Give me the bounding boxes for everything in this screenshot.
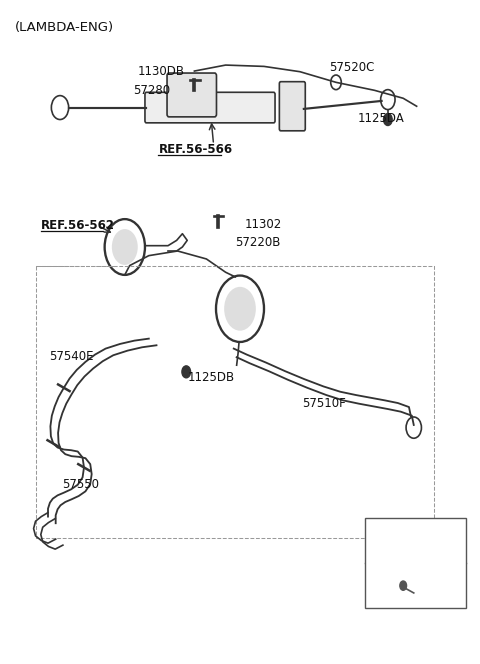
Text: 1125KD: 1125KD — [392, 540, 439, 553]
Circle shape — [182, 366, 191, 378]
Text: 1130DB: 1130DB — [138, 64, 185, 78]
Bar — [365, 518, 466, 608]
Circle shape — [224, 287, 256, 331]
Text: 57540E: 57540E — [49, 350, 94, 363]
FancyBboxPatch shape — [167, 73, 216, 117]
Text: 1125DB: 1125DB — [187, 371, 234, 384]
Circle shape — [400, 581, 407, 590]
Text: 57220B: 57220B — [235, 236, 281, 249]
Text: 11302: 11302 — [245, 218, 282, 231]
Text: REF.56-566: REF.56-566 — [158, 143, 232, 156]
Text: REF.56-562: REF.56-562 — [41, 219, 115, 232]
Text: 57510F: 57510F — [302, 396, 346, 410]
Text: 57520C: 57520C — [329, 61, 374, 74]
FancyBboxPatch shape — [279, 82, 305, 131]
Text: 57550: 57550 — [62, 478, 99, 491]
Circle shape — [112, 229, 138, 265]
Text: 57280: 57280 — [133, 84, 170, 98]
Text: 1125DA: 1125DA — [358, 112, 404, 125]
Circle shape — [384, 114, 392, 125]
FancyBboxPatch shape — [145, 92, 275, 123]
Text: (LAMBDA-ENG): (LAMBDA-ENG) — [14, 21, 114, 35]
